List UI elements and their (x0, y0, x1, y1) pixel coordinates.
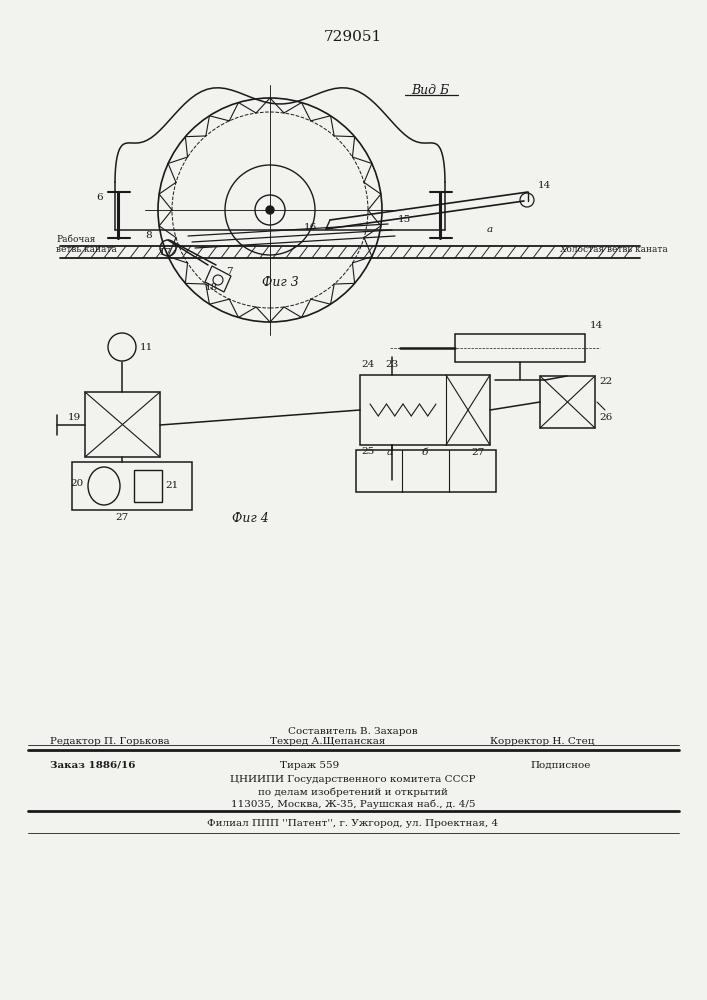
Bar (134, 470, 162, 502)
Text: 26: 26 (599, 413, 612, 422)
Text: 27: 27 (472, 448, 484, 457)
Text: 14: 14 (538, 181, 551, 190)
Text: по делам изобретений и открытий: по делам изобретений и открытий (258, 787, 448, 797)
Bar (540, 376, 595, 428)
Text: 7: 7 (226, 267, 233, 276)
Text: Филиал ППП ''Патент'', г. Ужгород, ул. Проектная, 4: Филиал ППП ''Патент'', г. Ужгород, ул. П… (207, 818, 498, 828)
Text: 16: 16 (303, 223, 317, 232)
Text: 19: 19 (68, 413, 81, 422)
Circle shape (108, 333, 136, 361)
Text: Заказ 1886/16: Заказ 1886/16 (50, 760, 136, 770)
Text: Подписное: Подписное (530, 760, 590, 770)
Text: 8: 8 (146, 231, 152, 240)
Text: Техред А.Щепанская: Техред А.Щепанская (270, 737, 385, 746)
Bar (85, 392, 160, 457)
Text: a: a (487, 225, 493, 234)
Circle shape (266, 206, 274, 214)
Text: a: a (387, 448, 393, 457)
Text: 17: 17 (159, 248, 172, 257)
Text: 15: 15 (398, 215, 411, 224)
Text: 113035, Москва, Ж-35, Раушская наб., д. 4/5: 113035, Москва, Ж-35, Раушская наб., д. … (230, 799, 475, 809)
Text: Фиг 3: Фиг 3 (262, 275, 298, 288)
Text: Вид Б: Вид Б (411, 84, 449, 97)
Bar (360, 375, 490, 445)
Text: 20: 20 (71, 480, 84, 488)
Text: 11: 11 (140, 342, 153, 352)
Text: 23: 23 (385, 360, 399, 369)
Text: Тираж 559: Тираж 559 (281, 760, 339, 770)
Text: б: б (422, 448, 428, 457)
Text: 6: 6 (97, 193, 103, 202)
Text: ЦНИИПИ Государственного комитета СССР: ЦНИИПИ Государственного комитета СССР (230, 776, 476, 784)
Bar (72, 462, 192, 510)
Text: 729051: 729051 (324, 30, 382, 44)
Text: 14: 14 (590, 321, 603, 330)
Text: 22: 22 (599, 377, 612, 386)
Text: Рабочая
ветвь каната: Рабочая ветвь каната (56, 235, 117, 254)
Text: Редактор П. Горькова: Редактор П. Горькова (50, 737, 170, 746)
Bar (455, 334, 585, 362)
Text: Составитель В. Захаров: Составитель В. Захаров (288, 728, 418, 736)
Bar (356, 450, 496, 492)
Text: 24: 24 (361, 360, 375, 369)
Text: 27: 27 (115, 513, 129, 522)
Text: Фиг 4: Фиг 4 (232, 512, 269, 524)
Text: 21: 21 (165, 482, 178, 490)
Text: 18: 18 (205, 283, 218, 292)
Text: 25: 25 (361, 447, 375, 456)
Text: Корректор Н. Стец: Корректор Н. Стец (490, 737, 595, 746)
Text: Холостая ветвь каната: Холостая ветвь каната (560, 245, 667, 254)
